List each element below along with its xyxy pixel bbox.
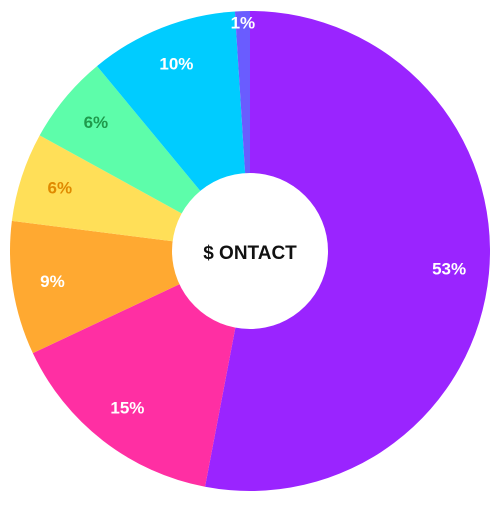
slice-label-5: 10%: [159, 55, 193, 74]
slice-label-2: 9%: [40, 272, 65, 291]
center-label: $ ONTACT: [203, 243, 297, 264]
labels-layer: 53% 15% 9% 6% 6% 10% 1%: [40, 14, 466, 418]
slice-label-6: 1%: [231, 14, 256, 33]
slice-label-4: 6%: [84, 113, 109, 132]
pie-slice-0: [205, 11, 490, 491]
slice-label-1: 15%: [110, 399, 144, 418]
slice-label-0: 53%: [432, 259, 466, 278]
donut-center-hole: [172, 173, 328, 329]
pie-slice-1: [32, 251, 250, 487]
slice-label-3: 6%: [47, 179, 72, 198]
